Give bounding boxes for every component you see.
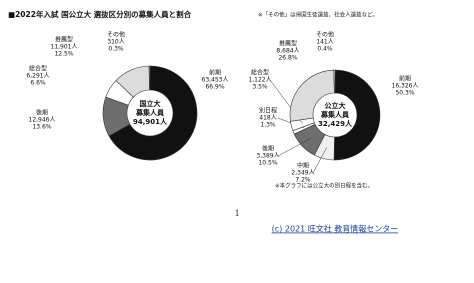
slice-percent-label: 7.2% — [295, 177, 311, 184]
leader-line — [312, 147, 327, 174]
slice-category: 後期 — [262, 145, 274, 153]
slice-category: 総合型 — [29, 65, 47, 73]
slice-percent-label: 0.4% — [317, 46, 333, 53]
slice-percent-label: 1.3% — [260, 122, 276, 129]
slice-category: 中期 — [297, 162, 309, 170]
slice-category: その他 — [316, 31, 334, 39]
slice-category: 前期 — [399, 75, 411, 83]
slice-percent-label: 66.9% — [205, 84, 224, 91]
slice-percent-label: 3.5% — [252, 84, 268, 91]
center-label: 94,901人 — [133, 117, 168, 126]
slice-category: 推薦型 — [279, 40, 297, 48]
note: ※「その他」は帰国生徒選抜、社会人選抜など。 — [258, 11, 378, 19]
slice-percent-label: 10.5% — [258, 160, 277, 167]
slice-value-label: 11,901人 — [51, 44, 78, 51]
slice-percent-label: 50.3% — [395, 90, 414, 97]
slice-category: 総合型 — [251, 69, 269, 77]
center-label: 募集人員 — [320, 110, 350, 119]
slice-value-label: 6,291人 — [26, 73, 49, 80]
slice-value-label: 16,326人 — [392, 83, 419, 90]
slice-category: 推薦型 — [55, 36, 73, 44]
center-label: 公立大 — [325, 101, 346, 110]
pie-slice — [108, 65, 198, 161]
pie-slice — [333, 69, 336, 94]
chart-note: ※本グラフには公立大の別日程を含む。 — [275, 182, 373, 190]
slice-percent-label: 0.3% — [108, 46, 124, 53]
slice-percent-label: 26.8% — [278, 55, 297, 62]
pie-slice — [333, 69, 381, 161]
slice-value-label: 141人 — [316, 39, 333, 46]
slice-percent-label: 13.6% — [32, 124, 51, 131]
slice-value-label: 3,389人 — [256, 153, 279, 160]
leader-line — [277, 137, 311, 157]
slice-percent-label: 6.6% — [30, 80, 46, 87]
slice-value-label: 418人 — [259, 115, 276, 122]
slice-value-label: 310人 — [107, 39, 124, 46]
title: ■2022年入試 国公立大 選抜区分別の募集人員と割合 — [8, 9, 192, 19]
center-label: 募集人員 — [135, 108, 165, 117]
slice-value-label: 8,684人 — [276, 48, 299, 55]
slice-category: 別日程 — [259, 107, 277, 115]
slice-value-label: 2,349人 — [291, 170, 314, 177]
slice-category: 前期 — [209, 69, 221, 77]
slice-category: 後期 — [36, 109, 48, 117]
slice-value-label: 12,946人 — [29, 117, 56, 124]
slice-percent-label: 12.5% — [54, 51, 73, 58]
pie-slice — [148, 65, 151, 91]
slice-category: その他 — [107, 31, 125, 39]
footer: (c) 2021 旺文社 教育情報センター — [272, 224, 399, 234]
center-label: 32,429人 — [318, 119, 353, 128]
slice-value-label: 1,122人 — [248, 77, 271, 84]
center-label: 国立大 — [140, 99, 161, 108]
slice-value-label: 63,453人 — [202, 77, 229, 84]
page-number: 1 — [235, 208, 240, 218]
